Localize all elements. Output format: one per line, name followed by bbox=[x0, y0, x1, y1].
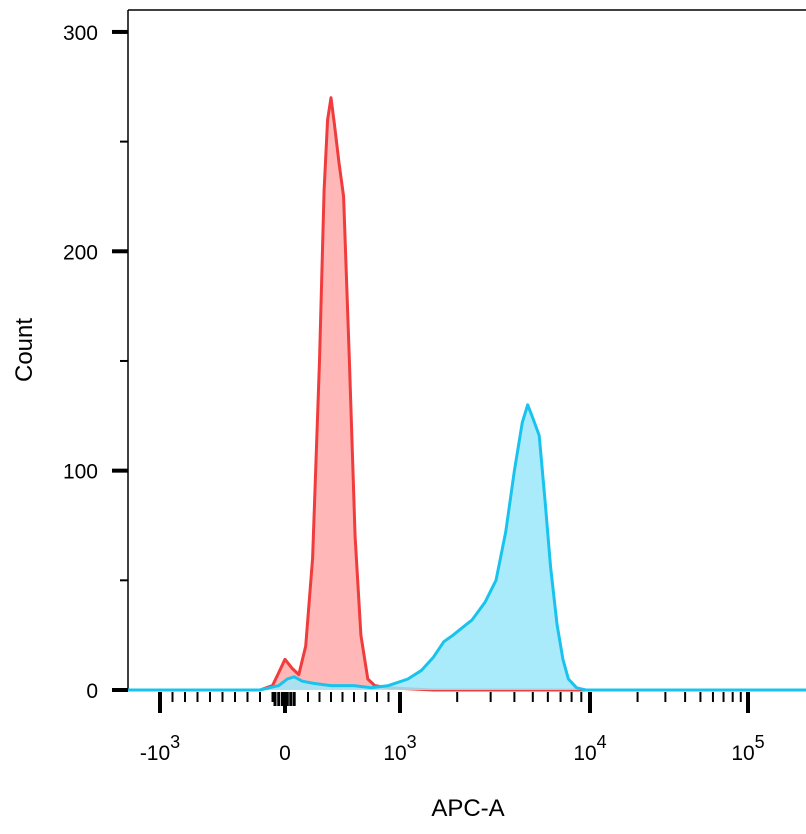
series-2-area bbox=[128, 404, 806, 690]
y-tick-label: 100 bbox=[63, 461, 98, 484]
y-tick-label: 300 bbox=[63, 22, 98, 45]
series-layer bbox=[128, 96, 806, 692]
y-tick-label: 200 bbox=[63, 241, 98, 264]
y-axis-label: Count bbox=[11, 318, 38, 382]
y-tick-label: 0 bbox=[86, 680, 98, 703]
x-axis-label: APC-A bbox=[431, 795, 504, 822]
x-tick-label: 104 bbox=[573, 732, 606, 765]
series-2-line bbox=[128, 403, 806, 692]
series-1-area bbox=[128, 97, 806, 690]
plot-frame bbox=[127, 9, 806, 690]
x-tick-label: 0 bbox=[279, 742, 291, 765]
series-1-line bbox=[128, 96, 806, 692]
x-tick-label: -103 bbox=[140, 732, 180, 765]
x-tick-label: 105 bbox=[731, 732, 764, 765]
axes-layer: 0 100 200 300 -103 0 103 104 105 bbox=[63, 22, 765, 765]
x-tick-label: 103 bbox=[383, 732, 416, 765]
